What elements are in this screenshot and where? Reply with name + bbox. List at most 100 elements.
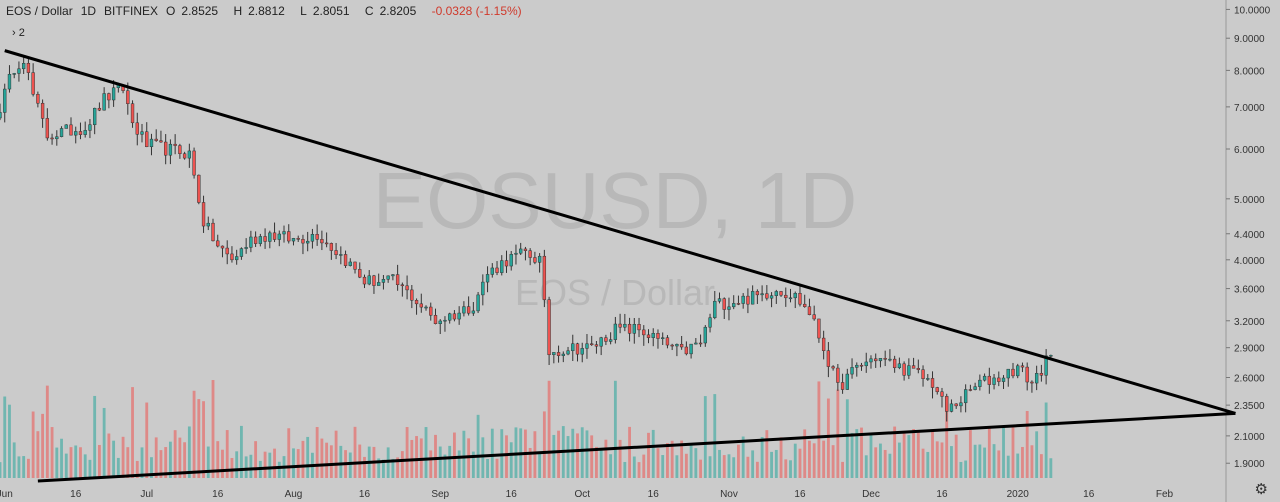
candle-body xyxy=(395,274,400,286)
volume-bar xyxy=(973,444,977,478)
candle-body xyxy=(859,364,864,367)
candle-body xyxy=(3,88,7,113)
gear-icon[interactable]: ⚙ xyxy=(1254,481,1268,498)
volume-bar xyxy=(353,426,357,478)
candle-body xyxy=(367,275,371,285)
candle-body xyxy=(722,298,726,310)
volume-bar xyxy=(145,402,149,478)
candle-body xyxy=(892,358,897,368)
volume-bar xyxy=(1011,427,1015,478)
candle-body xyxy=(362,276,367,285)
volume-bar xyxy=(102,407,106,478)
volume-bar xyxy=(907,435,911,478)
volume-bar xyxy=(637,462,641,478)
volume-bar xyxy=(552,434,556,478)
candle-body xyxy=(547,299,551,356)
volume-bar xyxy=(826,398,830,478)
volume-bar xyxy=(841,461,844,478)
candle-body xyxy=(102,93,106,111)
x-tick-label: 16 xyxy=(506,489,518,500)
candle-body xyxy=(864,361,868,367)
volume-bar xyxy=(88,459,92,478)
volume-bar xyxy=(727,454,731,478)
volume-bar xyxy=(950,446,953,478)
volume-bar xyxy=(836,389,840,478)
candle-body xyxy=(83,130,87,135)
volume-bar xyxy=(902,433,906,478)
volume-bar xyxy=(396,457,400,478)
candle-body xyxy=(1039,373,1044,376)
candle-body xyxy=(821,337,826,351)
candle-body xyxy=(324,242,329,245)
candle-body xyxy=(159,140,163,143)
candle-body xyxy=(31,72,35,95)
candle-body xyxy=(613,323,618,340)
candle-body xyxy=(755,291,760,296)
volume-bar xyxy=(869,433,873,478)
y-tick-label: 5.0000 xyxy=(1234,195,1265,206)
candle-body xyxy=(637,324,641,331)
change-value: -0.0328 (-1.15%) xyxy=(431,4,522,18)
symbol-name[interactable]: EOS / Dollar xyxy=(6,4,73,18)
candle-body xyxy=(168,143,173,156)
open-value: 2.8525 xyxy=(181,4,219,18)
candle-body xyxy=(656,333,660,339)
candle-body xyxy=(334,250,338,256)
volume-bar xyxy=(438,446,442,478)
candle-body xyxy=(448,313,452,321)
volume-bar xyxy=(595,446,598,478)
close-value: 2.8205 xyxy=(379,4,417,18)
candle-body xyxy=(566,350,570,355)
candle-body xyxy=(807,306,812,315)
volume-bar xyxy=(495,458,499,478)
volume-bar xyxy=(845,399,849,478)
candle-body xyxy=(296,238,300,240)
volume-bar xyxy=(391,458,395,478)
volume-bar xyxy=(954,434,958,478)
volume-bar xyxy=(481,437,485,478)
volume-bar xyxy=(538,453,542,478)
candle-body xyxy=(533,257,537,263)
candle-body xyxy=(703,326,707,344)
candle-body xyxy=(315,234,319,240)
volume-bar xyxy=(732,457,736,478)
candle-body xyxy=(940,391,944,397)
volume-bar xyxy=(140,447,144,478)
low-value: 2.8051 xyxy=(312,4,350,18)
x-tick-label: Dec xyxy=(862,489,880,500)
volume-bar xyxy=(755,461,759,478)
candle-body xyxy=(845,373,849,390)
volume-bar xyxy=(339,445,343,478)
volume-bar xyxy=(173,430,177,478)
candle-body xyxy=(504,260,509,267)
candle-body xyxy=(713,300,717,318)
volume-bar xyxy=(287,428,291,478)
volume-bar xyxy=(334,430,338,478)
volume-bar xyxy=(968,430,972,478)
candle-body xyxy=(992,377,996,385)
volume-bar xyxy=(632,456,636,478)
candle-body xyxy=(575,343,580,355)
volume-bar xyxy=(135,460,139,478)
candle-body xyxy=(675,343,679,347)
indicators-toggle-button[interactable]: › 2 xyxy=(12,27,25,39)
candle-body xyxy=(519,248,523,254)
candle-body xyxy=(803,303,807,307)
candle-body xyxy=(419,303,423,308)
open-label: O xyxy=(166,4,176,18)
volume-bar xyxy=(211,380,215,478)
candle-body xyxy=(580,348,584,355)
candle-body xyxy=(608,339,613,342)
candle-body xyxy=(661,337,665,339)
volume-bar xyxy=(689,444,693,478)
volume-bar xyxy=(434,434,437,478)
volume-bar xyxy=(183,442,187,478)
interval-label[interactable]: 1D xyxy=(80,4,97,18)
candle-body xyxy=(1034,373,1039,384)
candle-body xyxy=(0,112,2,119)
candle-body xyxy=(329,243,334,251)
candle-body xyxy=(717,298,722,302)
volume-bar xyxy=(55,447,59,478)
